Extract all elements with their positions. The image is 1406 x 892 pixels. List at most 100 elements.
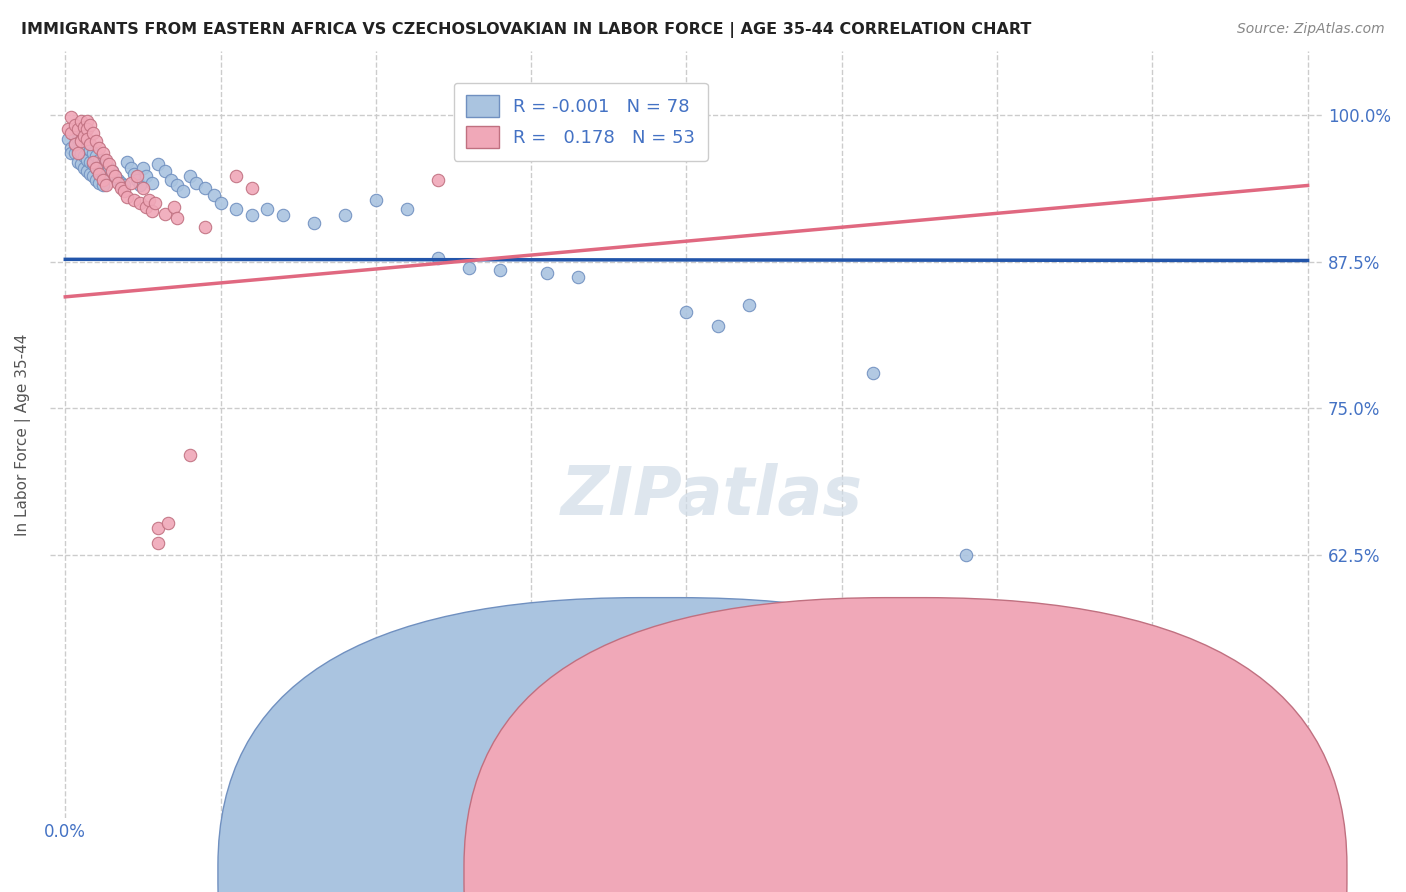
- Point: [107, 172, 129, 186]
- Point: [82, 126, 104, 140]
- Point: [364, 193, 387, 207]
- Point: [97, 157, 120, 171]
- Point: [179, 448, 201, 462]
- Point: [117, 155, 139, 169]
- Point: [69, 114, 91, 128]
- Point: [79, 118, 101, 132]
- Point: [148, 536, 170, 550]
- Point: [458, 260, 481, 275]
- Point: [209, 196, 232, 211]
- Point: [66, 144, 89, 158]
- Point: [138, 193, 160, 207]
- Point: [143, 196, 166, 211]
- Point: [101, 164, 124, 178]
- Text: Czechoslovakians: Czechoslovakians: [935, 865, 1071, 880]
- Point: [333, 208, 356, 222]
- Point: [194, 181, 217, 195]
- Point: [427, 172, 450, 186]
- Point: [737, 298, 759, 312]
- Point: [112, 178, 135, 193]
- Point: [76, 153, 98, 167]
- Point: [256, 202, 278, 216]
- Point: [240, 208, 263, 222]
- Point: [489, 263, 512, 277]
- Point: [172, 185, 194, 199]
- Point: [107, 176, 129, 190]
- Point: [132, 161, 155, 175]
- Point: [79, 167, 101, 181]
- Point: [1017, 624, 1039, 638]
- Point: [862, 366, 884, 380]
- Point: [86, 172, 108, 186]
- Point: [89, 141, 111, 155]
- Point: [955, 548, 977, 562]
- Point: [82, 157, 104, 171]
- Point: [73, 149, 96, 163]
- Text: ZIPatlas: ZIPatlas: [561, 463, 863, 529]
- Point: [120, 161, 142, 175]
- Point: [69, 134, 91, 148]
- Point: [94, 153, 117, 167]
- Point: [58, 122, 80, 136]
- Point: [132, 181, 155, 195]
- Point: [69, 157, 91, 171]
- Point: [63, 129, 86, 144]
- Point: [156, 516, 179, 530]
- Point: [82, 155, 104, 169]
- Point: [302, 216, 325, 230]
- Point: [101, 164, 124, 178]
- Point: [240, 181, 263, 195]
- Point: [122, 193, 145, 207]
- Point: [91, 172, 114, 186]
- Point: [110, 181, 132, 195]
- Point: [76, 131, 98, 145]
- Point: [112, 185, 135, 199]
- Point: [66, 155, 89, 169]
- Point: [128, 178, 150, 193]
- Point: [60, 145, 83, 160]
- Point: [86, 161, 108, 175]
- Point: [427, 251, 450, 265]
- Point: [91, 155, 114, 169]
- Point: [63, 145, 86, 160]
- Point: [184, 176, 207, 190]
- Text: Source: ZipAtlas.com: Source: ZipAtlas.com: [1237, 22, 1385, 37]
- Point: [73, 120, 96, 134]
- Point: [91, 145, 114, 160]
- Point: [675, 305, 697, 319]
- Point: [73, 161, 96, 175]
- Point: [225, 169, 247, 183]
- Point: [89, 176, 111, 190]
- Point: [94, 169, 117, 183]
- Point: [63, 118, 86, 132]
- Point: [166, 211, 188, 226]
- Point: [89, 164, 111, 178]
- Point: [148, 521, 170, 535]
- Point: [153, 206, 176, 220]
- Point: [73, 129, 96, 144]
- Point: [76, 141, 98, 155]
- Point: [82, 145, 104, 160]
- Point: [69, 145, 91, 160]
- Point: [66, 131, 89, 145]
- Point: [536, 266, 558, 280]
- Point: [86, 149, 108, 163]
- Point: [395, 202, 418, 216]
- Point: [60, 141, 83, 155]
- Point: [148, 157, 170, 171]
- Point: [153, 164, 176, 178]
- Point: [63, 137, 86, 152]
- Point: [166, 178, 188, 193]
- Legend: R = -0.001   N = 78, R =   0.178   N = 53: R = -0.001 N = 78, R = 0.178 N = 53: [454, 83, 707, 161]
- Text: IMMIGRANTS FROM EASTERN AFRICA VS CZECHOSLOVAKIAN IN LABOR FORCE | AGE 35-44 COR: IMMIGRANTS FROM EASTERN AFRICA VS CZECHO…: [21, 22, 1032, 38]
- Point: [79, 144, 101, 158]
- Point: [125, 169, 148, 183]
- Point: [160, 172, 183, 186]
- Point: [86, 161, 108, 175]
- Y-axis label: In Labor Force | Age 35-44: In Labor Force | Age 35-44: [15, 334, 31, 536]
- Point: [73, 137, 96, 152]
- Point: [202, 187, 225, 202]
- Point: [141, 176, 163, 190]
- Point: [58, 131, 80, 145]
- Point: [86, 134, 108, 148]
